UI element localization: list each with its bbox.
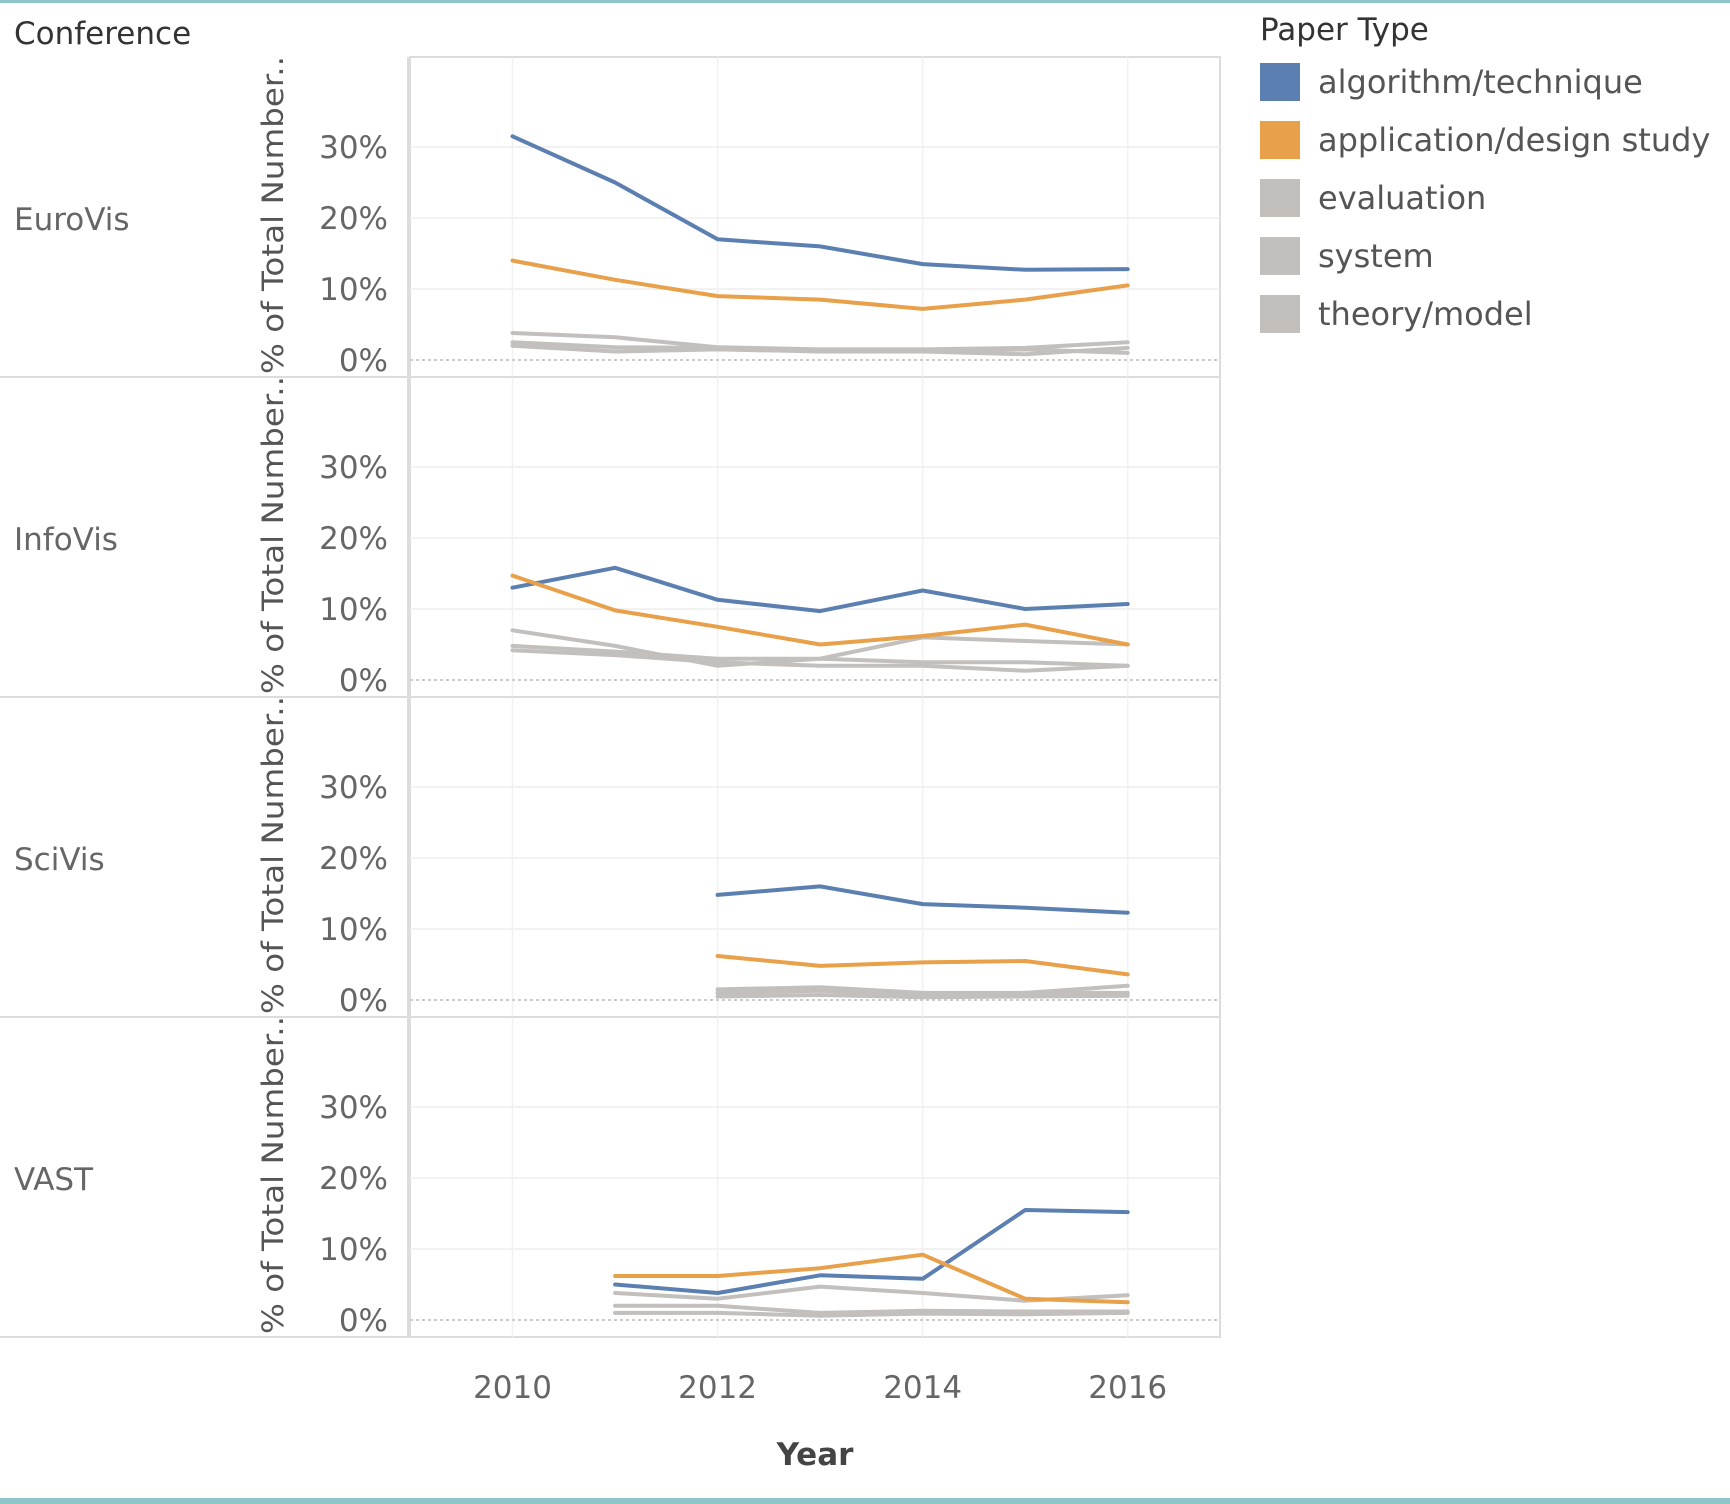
y-tick-label: 10% <box>319 272 388 308</box>
legend-swatch <box>1260 63 1300 101</box>
x-tick-label: 2012 <box>678 1370 757 1406</box>
series-line-application-design-study <box>715 954 1130 977</box>
series-line-theory-model <box>510 648 1130 673</box>
facet-header: Conference <box>14 16 191 52</box>
legend-label: theory/model <box>1318 295 1533 333</box>
x-axis-title: Year <box>776 1437 855 1473</box>
y-tick-label: 30% <box>319 450 388 486</box>
x-tick-label: 2016 <box>1088 1370 1167 1406</box>
y-tick-label: 0% <box>339 983 388 1019</box>
legend-label: algorithm/technique <box>1318 63 1643 101</box>
y-tick-label: 10% <box>319 592 388 628</box>
series-line-theory-model <box>510 343 1130 355</box>
y-tick-label: 20% <box>319 201 388 237</box>
y-tick-label: 10% <box>319 1232 388 1268</box>
y-tick-label: 0% <box>339 343 388 379</box>
legend-swatch <box>1260 295 1300 333</box>
legend-label: evaluation <box>1318 179 1486 217</box>
legend: Paper Type algorithm/technique application… <box>1260 12 1710 333</box>
y-tick-label: 30% <box>319 770 388 806</box>
panel-eurovis: EuroVis % of Total Number.. 30% 20% 10% 0% <box>0 56 1221 379</box>
panel-infovis: InfoVis % of Total Number.. 30% 20% 10% 0% <box>0 376 1221 699</box>
y-axis-title: % of Total Number.. <box>256 56 290 374</box>
y-tick-label: 30% <box>319 130 388 166</box>
window-top-border <box>0 0 1730 3</box>
series-line-algorithm-technique <box>715 884 1130 915</box>
legend-swatch <box>1260 179 1300 217</box>
y-tick-label: 20% <box>319 1161 388 1197</box>
plot-frame <box>409 376 1221 698</box>
legend-title: Paper Type <box>1260 12 1429 48</box>
series-line-system <box>510 643 1130 668</box>
conference-label: VAST <box>14 1162 94 1198</box>
legend-label: system <box>1318 237 1434 275</box>
conference-label: InfoVis <box>14 522 118 558</box>
series-line-system <box>613 1303 1130 1315</box>
legend-swatch <box>1260 237 1300 275</box>
legend-item: system <box>1260 237 1434 275</box>
legend-item: theory/model <box>1260 295 1533 333</box>
series-line-system <box>715 988 1130 997</box>
series-line-theory-model <box>715 993 1130 1000</box>
legend-item: evaluation <box>1260 179 1486 217</box>
window-bottom-border <box>0 1498 1730 1504</box>
y-axis-title: % of Total Number.. <box>256 1016 290 1334</box>
y-tick-label: 0% <box>339 663 388 699</box>
y-tick-label: 0% <box>339 1303 388 1339</box>
series-line-algorithm-technique <box>510 565 1130 614</box>
y-axis-title: % of Total Number.. <box>256 376 290 694</box>
conference-label: EuroVis <box>14 202 130 238</box>
series-line-evaluation <box>715 983 1130 995</box>
legend-item: algorithm/technique <box>1260 63 1643 101</box>
y-tick-label: 10% <box>319 912 388 948</box>
legend-swatch <box>1260 121 1300 159</box>
y-tick-label: 30% <box>319 1090 388 1126</box>
series-line-algorithm-technique <box>613 1208 1130 1295</box>
series-line-application-design-study <box>510 573 1130 647</box>
plot-frame <box>409 56 1221 378</box>
x-tick-label: 2014 <box>883 1370 962 1406</box>
y-tick-label: 20% <box>319 521 388 557</box>
series-line-application-design-study <box>510 258 1130 311</box>
series-line-theory-model <box>613 1310 1130 1318</box>
panel-vast: VAST % of Total Number.. 30% 20% 10% 0% <box>0 1016 1221 1339</box>
series-line-application-design-study <box>613 1252 1130 1305</box>
series-line-algorithm-technique <box>510 134 1130 272</box>
panel-scivis: SciVis % of Total Number.. 30% 20% 10% 0% <box>0 696 1221 1019</box>
conference-label: SciVis <box>14 842 105 878</box>
x-tick-label: 2010 <box>473 1370 552 1406</box>
legend-item: application/design study <box>1260 121 1710 159</box>
y-tick-label: 20% <box>319 841 388 877</box>
y-axis-title: % of Total Number.. <box>256 696 290 1014</box>
legend-label: application/design study <box>1318 121 1710 159</box>
